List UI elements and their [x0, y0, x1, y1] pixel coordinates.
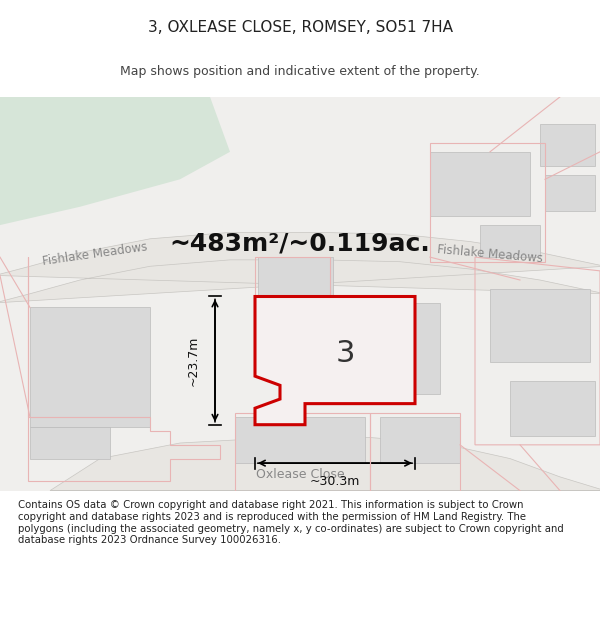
Polygon shape — [0, 232, 600, 303]
Bar — [490, 289, 590, 362]
Text: ~483m²/~0.119ac.: ~483m²/~0.119ac. — [170, 231, 430, 256]
Bar — [30, 426, 110, 459]
Bar — [540, 124, 595, 166]
Text: Fishlake Meadows: Fishlake Meadows — [41, 241, 148, 268]
Polygon shape — [0, 97, 230, 225]
Bar — [258, 257, 333, 308]
Bar — [235, 418, 365, 463]
Text: Map shows position and indicative extent of the property.: Map shows position and indicative extent… — [120, 66, 480, 79]
Bar — [545, 175, 595, 211]
Bar — [30, 308, 150, 426]
Text: 3: 3 — [335, 339, 355, 367]
Text: ~23.7m: ~23.7m — [187, 336, 199, 386]
Text: ~30.3m: ~30.3m — [310, 475, 360, 488]
Bar — [300, 303, 440, 394]
Text: 3, OXLEASE CLOSE, ROMSEY, SO51 7HA: 3, OXLEASE CLOSE, ROMSEY, SO51 7HA — [148, 21, 452, 36]
Text: Contains OS data © Crown copyright and database right 2021. This information is : Contains OS data © Crown copyright and d… — [18, 500, 563, 545]
Text: Oxlease Close: Oxlease Close — [256, 468, 344, 481]
Bar — [380, 418, 460, 463]
Bar — [430, 152, 530, 216]
Text: Fishlake Meadows: Fishlake Meadows — [437, 243, 544, 266]
Polygon shape — [50, 438, 600, 491]
Bar — [258, 296, 303, 343]
Bar — [510, 381, 595, 436]
Bar — [480, 225, 540, 257]
Polygon shape — [255, 296, 415, 425]
